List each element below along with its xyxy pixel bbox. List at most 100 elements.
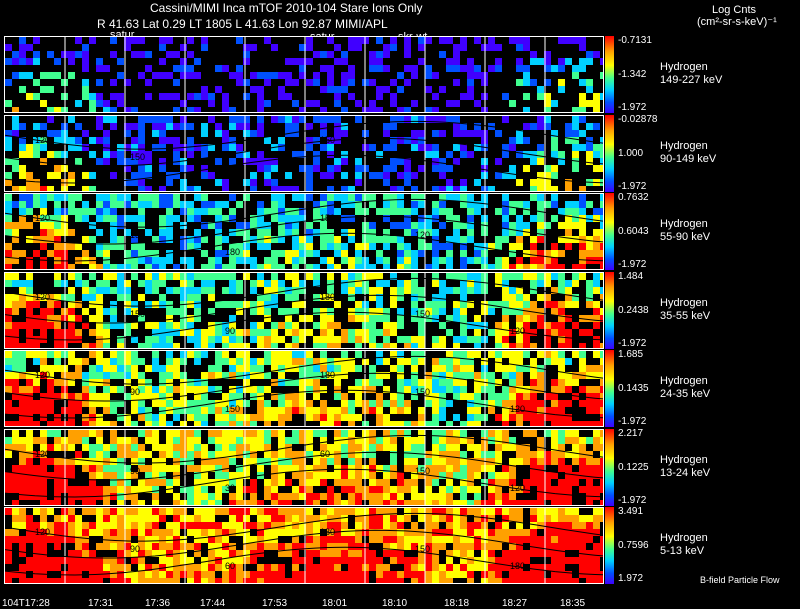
contour-label: 120: [225, 169, 240, 179]
colorbar-value: 0.7596: [618, 540, 649, 551]
colorbar-value: -1.342: [618, 69, 647, 80]
colorbar-value: -1.972: [618, 495, 647, 506]
spectrogram-panel: 120 150 180 150 120: [4, 193, 604, 270]
contour-label: 180: [225, 247, 240, 257]
colorbar: [605, 429, 614, 506]
colorbar-value: 0.1225: [618, 462, 649, 473]
colorbar-value: -0.02878: [618, 114, 658, 125]
contour-label: 60: [320, 449, 330, 459]
colorbar-value: 3.491: [618, 506, 644, 517]
contour-label: 120: [415, 230, 430, 240]
panel-image: 120 90 150 180 150 120: [5, 351, 603, 426]
energy-range-label: 90-149 keV: [660, 152, 717, 165]
spectrogram-panel: 120 90 60 180 150 180: [4, 507, 604, 584]
energy-range-label: 35-55 keV: [660, 309, 711, 322]
species-label: Hydrogen: [660, 139, 708, 152]
colorbar-value: 0.2438: [618, 305, 649, 316]
species-label: Hydrogen: [660, 453, 708, 466]
colorbar-value: -0.7131: [618, 35, 652, 46]
contour-label: 120: [35, 370, 50, 380]
contour-label: 150: [130, 152, 145, 162]
contour-label: 150: [415, 466, 430, 476]
contour-label: 90: [130, 466, 140, 476]
colorbar-value: 0.6043: [618, 226, 649, 237]
colorbar-value: -1.972: [618, 102, 647, 113]
colorbar: [605, 350, 614, 427]
colorbar-value: -1.972: [618, 259, 647, 270]
contour-label: 120: [35, 527, 50, 537]
time-tick-label: 17:44: [200, 598, 226, 609]
contour-label: 90: [225, 326, 235, 336]
panel-image: 120 90 30 60 150 120: [5, 430, 603, 505]
colorbar: [605, 507, 614, 584]
colorbar-value: 1.685: [618, 349, 644, 360]
spectrogram-panel: 120 150 120 150: [4, 115, 604, 192]
colorbar-value: 1.972: [618, 573, 644, 584]
contour-label: 180: [320, 292, 335, 302]
time-tick-label: 17:53: [262, 598, 288, 609]
contour-label: 120: [510, 326, 525, 336]
contour-label: 90: [130, 387, 140, 397]
species-label: Hydrogen: [660, 374, 708, 387]
colorbar-value: 0.7632: [618, 192, 649, 203]
spectrogram-panel: 120 90 150 180 150 120: [4, 350, 604, 427]
contour-label: 60: [225, 561, 235, 571]
colorbar: [605, 193, 614, 270]
colorbar-units-title: Log Cnts: [712, 4, 757, 16]
species-label: Hydrogen: [660, 60, 708, 73]
time-tick-label: 17:31: [88, 598, 114, 609]
time-tick-label: 104T17:28: [2, 598, 50, 609]
colorbar-value: 1.000: [618, 148, 644, 159]
colorbar-value: -1.972: [618, 181, 647, 192]
panel-image: 120 150 180 150 120: [5, 194, 603, 269]
colorbar-value: -1.972: [618, 416, 647, 427]
time-tick-label: 18:18: [444, 598, 470, 609]
colorbar-units: (cm²-sr-s-keV)⁻¹: [697, 16, 777, 28]
energy-range-label: 24-35 keV: [660, 387, 711, 400]
colorbar-value: -1.972: [618, 338, 647, 349]
contour-label: 120: [35, 449, 50, 459]
time-tick-label: 18:27: [502, 598, 528, 609]
panel-image: 120 90 60 180 150 180: [5, 508, 603, 583]
contour-label: 30: [225, 483, 235, 493]
contour-label: 150: [320, 213, 335, 223]
colorbar: [605, 115, 614, 192]
energy-range-label: 5-13 keV: [660, 544, 705, 557]
contour-label: 120: [510, 483, 525, 493]
contour-label: 150: [415, 309, 430, 319]
spectrogram-panel: [4, 36, 604, 113]
contour-label: 150: [130, 230, 145, 240]
colorbar-value: 1.484: [618, 271, 644, 282]
contour-label: 150: [415, 544, 430, 554]
contour-label: 180: [510, 561, 525, 571]
species-label: Hydrogen: [660, 531, 708, 544]
energy-range-label: 149-227 keV: [660, 73, 723, 86]
panel-image: 120 150 90 180 150 120: [5, 273, 603, 348]
contour-label: 150: [225, 404, 240, 414]
bfield-note: B-field Particle Flow: [700, 575, 780, 585]
time-tick-label: 18:01: [322, 598, 348, 609]
time-tick-label: 18:35: [560, 598, 586, 609]
contour-label: 150: [415, 387, 430, 397]
plot-subtitle: R 41.63 Lat 0.29 LT 1805 L 41.63 Lon 92.…: [97, 17, 388, 31]
time-tick-label: 18:10: [382, 598, 408, 609]
panel-image: [5, 37, 603, 112]
colorbar: [605, 272, 614, 349]
colorbar: [605, 36, 614, 113]
panel-image: 120 150 120 150: [5, 116, 603, 191]
contour-label: 180: [320, 370, 335, 380]
contour-label: 150: [130, 309, 145, 319]
contour-label: 150: [320, 135, 335, 145]
plot-title: Cassini/MIMI Inca mTOF 2010-104 Stare Io…: [150, 1, 423, 15]
species-label: Hydrogen: [660, 296, 708, 309]
contour-label: 120: [510, 404, 525, 414]
colorbar-value: 2.217: [618, 428, 644, 439]
spectrogram-panel: 120 150 90 180 150 120: [4, 272, 604, 349]
colorbar-value: 0.1435: [618, 383, 649, 394]
contour-label: 120: [35, 213, 50, 223]
time-tick-label: 17:36: [145, 598, 171, 609]
energy-range-label: 13-24 keV: [660, 466, 711, 479]
spectrogram-panel: 120 90 30 60 150 120: [4, 429, 604, 506]
contour-label: 90: [130, 544, 140, 554]
